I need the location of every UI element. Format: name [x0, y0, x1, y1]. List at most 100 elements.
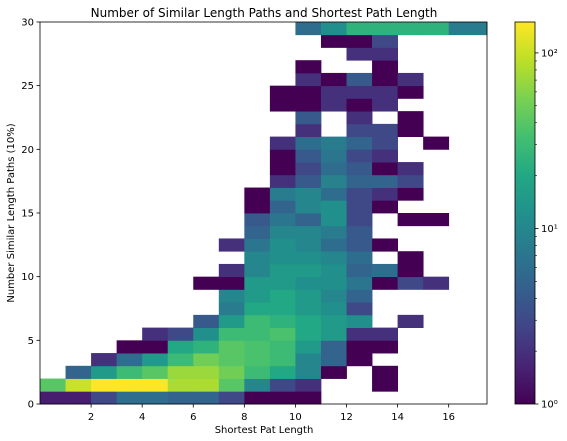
heatmap-cell — [295, 353, 322, 367]
heatmap-cell — [269, 187, 296, 201]
heatmap-cell — [116, 391, 143, 405]
heatmap-cell — [346, 47, 373, 61]
heatmap-cell — [295, 98, 322, 112]
heatmap-cell — [346, 187, 373, 201]
heatmap-cell — [346, 200, 373, 214]
heatmap-cell — [295, 251, 322, 265]
heatmap-cell — [295, 123, 322, 137]
y-tick-label: 20 — [21, 145, 34, 156]
heatmap-cell — [244, 378, 271, 392]
x-axis: 2 4 6 8 10 12 14 16 — [88, 404, 455, 423]
heatmap-cell — [320, 225, 347, 239]
heatmap-cell — [346, 34, 373, 48]
heatmap-cell — [116, 378, 143, 392]
heatmap-cell — [269, 289, 296, 303]
heatmap-cell — [295, 276, 322, 290]
x-tick-label: 4 — [139, 412, 145, 423]
heatmap-cell — [320, 263, 347, 278]
heatmap-cell — [372, 149, 398, 163]
heatmap-cell — [320, 302, 347, 316]
heatmap-cell — [372, 136, 398, 150]
heatmap-cell — [320, 353, 347, 367]
heatmap-cell — [346, 314, 373, 328]
heatmap-cell — [320, 289, 347, 303]
heatmap-cell — [142, 353, 169, 367]
heatmap-cell — [346, 225, 373, 239]
heatmap-cell — [320, 327, 347, 341]
heatmap-cell — [346, 238, 373, 252]
y-tick-label: 10 — [21, 272, 34, 283]
heatmap-cell — [397, 123, 424, 137]
heatmap-cell — [91, 391, 118, 405]
x-tick-label: 14 — [391, 412, 404, 423]
heatmap-cell — [116, 353, 143, 367]
heatmap-cell — [346, 174, 373, 188]
heatmap-cell — [397, 174, 424, 188]
heatmap-cell — [397, 162, 424, 176]
heatmap-cell — [218, 238, 245, 252]
heatmap-cell — [295, 136, 322, 150]
heatmap-cell — [167, 365, 194, 379]
heatmap-cell — [244, 340, 271, 354]
heatmap-cell — [295, 378, 322, 392]
heatmap-cell — [397, 22, 424, 36]
heatmap-cell — [269, 238, 296, 252]
heatmap-cell — [244, 263, 271, 278]
heatmap-cell — [269, 365, 296, 379]
heatmap-cell — [295, 200, 322, 214]
heatmap-cell — [295, 225, 322, 239]
colorbar-tick-label: 10² — [541, 48, 558, 59]
heatmap-cell — [346, 289, 373, 303]
heatmap-cell — [65, 391, 92, 405]
heatmap-cell — [91, 353, 118, 367]
heatmap-cell — [91, 365, 118, 379]
heatmap-cell — [193, 327, 220, 341]
heatmap-cell — [269, 378, 296, 392]
y-tick-label: 30 — [21, 18, 34, 29]
heatmap-cell — [346, 123, 373, 137]
heatmap-cell — [423, 136, 450, 150]
heatmap-cell — [142, 378, 169, 392]
heatmap-cell — [269, 327, 296, 341]
heatmap-cell — [320, 149, 347, 163]
heatmap-cell — [320, 162, 347, 176]
heatmap-cell — [346, 213, 373, 227]
heatmap-cell — [320, 314, 347, 328]
heatmap-cell — [474, 22, 488, 36]
heatmap-cell — [193, 276, 220, 290]
heatmap-cell — [269, 98, 296, 112]
heatmap-cell — [142, 365, 169, 379]
heatmap-cell — [397, 314, 424, 328]
colorbar-ticks: 10⁰ 10¹ 10² — [535, 48, 558, 411]
heatmap-cell — [320, 98, 347, 112]
heatmap-cell — [295, 22, 322, 36]
heatmap-cell — [397, 276, 424, 290]
heatmap-cell — [295, 365, 322, 379]
heatmap-cell — [244, 353, 271, 367]
heatmap-cell — [269, 200, 296, 214]
heatmap-cell — [218, 391, 245, 405]
heatmap-cell — [397, 111, 424, 125]
heatmap-cell — [397, 213, 424, 227]
heatmap-cell — [116, 365, 143, 379]
heatmap-cell — [244, 251, 271, 265]
y-tick-label: 0 — [28, 400, 34, 411]
heatmap-cell — [193, 378, 220, 392]
heatmap-cell — [295, 340, 322, 354]
heatmap-cell — [372, 187, 398, 201]
heatmap-cell — [269, 340, 296, 354]
heatmap-cell — [346, 98, 373, 112]
heatmap-cell — [218, 314, 245, 328]
heatmap-cell — [193, 365, 220, 379]
heatmap-cell — [218, 378, 245, 392]
colorbar-gradient — [514, 21, 536, 405]
heatmap-cell — [295, 238, 322, 252]
heatmap-cell — [193, 340, 220, 354]
heatmap-cell — [167, 340, 194, 354]
heatmap-cell — [167, 391, 194, 405]
heatmap-cell — [372, 378, 398, 392]
heatmap-cell — [372, 98, 398, 112]
heatmap-cell — [372, 238, 398, 252]
heatmap-cell — [193, 353, 220, 367]
heatmap-cell — [269, 353, 296, 367]
